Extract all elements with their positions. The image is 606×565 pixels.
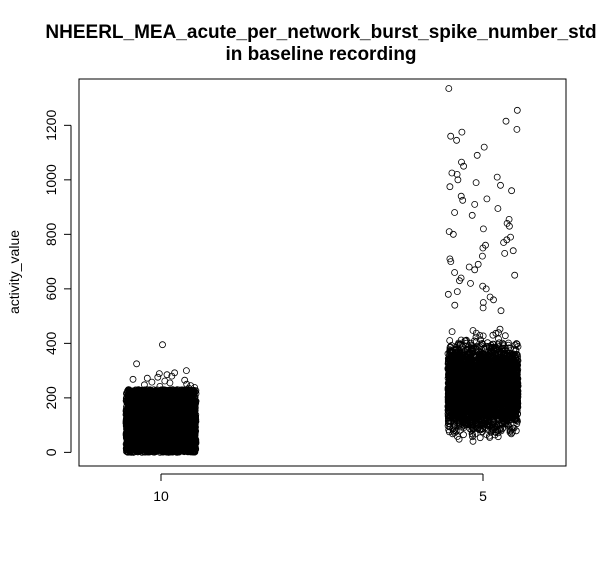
data-point <box>155 370 163 378</box>
data-point <box>154 373 162 381</box>
data-point <box>148 378 156 386</box>
chart-title: NHEERL_MEA_acute_per_network_burst_spike… <box>45 22 596 43</box>
data-point <box>133 360 141 368</box>
chart-subtitle: in baseline recording <box>225 44 416 65</box>
data-point <box>182 367 190 375</box>
data-point <box>129 375 137 383</box>
data-point <box>166 379 174 387</box>
plot-frame <box>78 78 567 467</box>
data-points <box>122 85 522 456</box>
data-point <box>159 341 166 349</box>
